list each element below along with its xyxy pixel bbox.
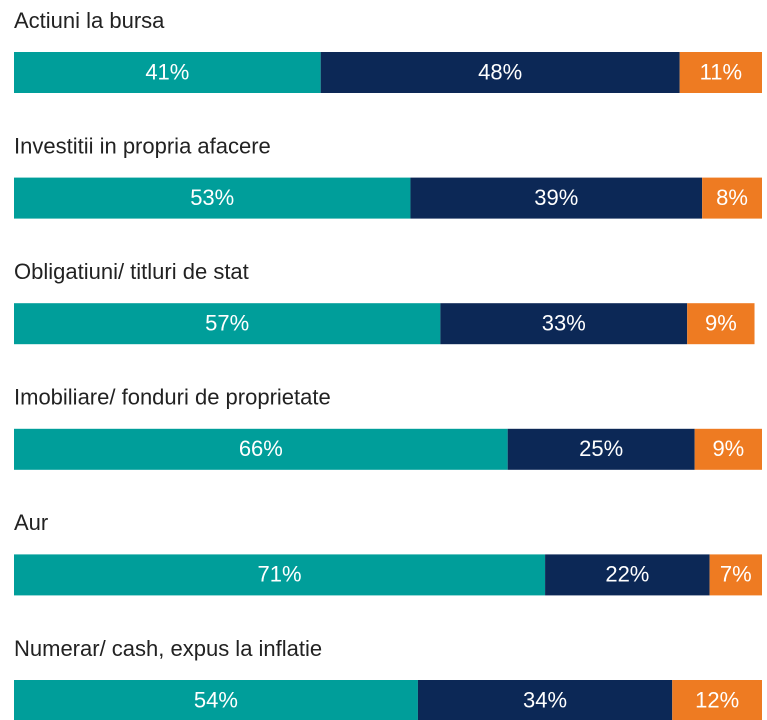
bar-segment <box>14 177 411 219</box>
bar-segment <box>709 554 762 596</box>
bar-segment <box>687 303 755 345</box>
value-label: 9% <box>712 436 744 461</box>
value-label: 33% <box>542 311 586 336</box>
value-label: 39% <box>534 185 578 210</box>
bar-segment <box>14 680 418 720</box>
bar-segment <box>14 554 546 596</box>
bar-segment <box>694 428 762 470</box>
bar-segment <box>440 303 688 345</box>
value-label: 22% <box>605 562 649 587</box>
value-label: 8% <box>716 185 748 210</box>
bar-segment <box>545 554 710 596</box>
value-label: 41% <box>145 59 189 84</box>
value-label: 57% <box>205 311 249 336</box>
bar-segment <box>14 428 508 470</box>
category-label: Investitii in propria afacere <box>14 133 271 158</box>
value-label: 66% <box>239 436 283 461</box>
bar-segment <box>320 52 680 93</box>
category-label: Numerar/ cash, expus la inflatie <box>14 636 322 661</box>
value-label: 54% <box>194 687 238 712</box>
bar-segment <box>410 177 703 219</box>
bar-segment <box>702 177 762 219</box>
value-label: 34% <box>523 687 567 712</box>
value-label: 12% <box>695 687 739 712</box>
bar-segment <box>14 303 441 345</box>
bar-segment <box>417 680 673 720</box>
value-label: 9% <box>705 311 737 336</box>
category-label: Obligatiuni/ titluri de stat <box>14 259 249 284</box>
value-label: 25% <box>579 436 623 461</box>
value-label: 48% <box>478 59 522 84</box>
value-label: 53% <box>190 185 234 210</box>
value-label: 11% <box>700 59 742 84</box>
bar-segment <box>679 52 762 93</box>
category-label: Actiuni la bursa <box>14 8 165 33</box>
bar-segment <box>672 680 762 720</box>
bar-segment <box>507 428 695 470</box>
value-label: 71% <box>258 562 302 587</box>
value-label: 7% <box>720 562 752 587</box>
category-label: Aur <box>14 510 48 535</box>
bar-segment <box>14 52 321 93</box>
category-label: Imobiliare/ fonduri de proprietate <box>14 385 331 410</box>
